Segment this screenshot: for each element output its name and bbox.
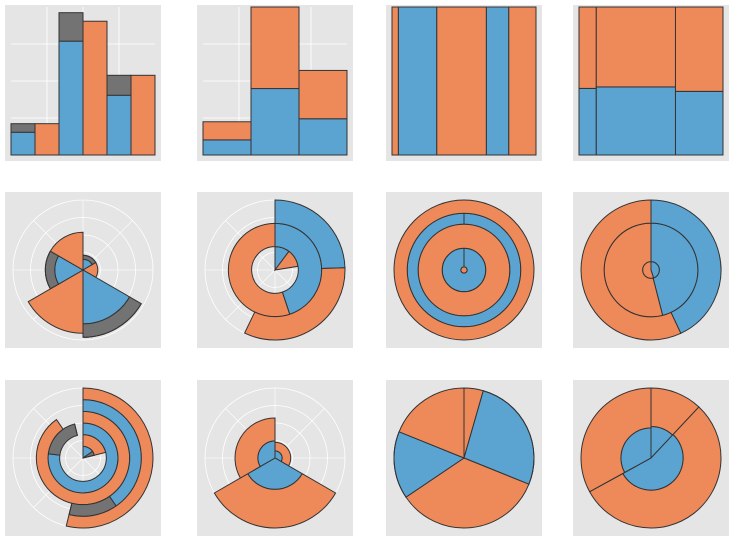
polar-segment: [82, 303, 142, 338]
polar-segment: [65, 387, 154, 529]
panel: [197, 5, 353, 161]
bar-segment: [10, 123, 36, 133]
bar-segment: [508, 6, 537, 156]
bar-segment: [58, 40, 84, 156]
panel: [197, 380, 353, 536]
bar-segment: [674, 6, 724, 92]
bar-segment: [298, 69, 348, 120]
bar-segment: [106, 94, 132, 156]
polar-segment: [227, 222, 291, 318]
polar-segment: [243, 267, 346, 341]
bar-segment: [674, 90, 724, 156]
polar-segment: [398, 387, 465, 459]
bar-segment: [10, 131, 36, 156]
polar-segment: [82, 454, 95, 459]
polar-segment: [588, 406, 722, 529]
panel: [5, 5, 161, 161]
polar-segment: [650, 199, 722, 335]
bar-segment: [391, 6, 399, 156]
polar-segment: [234, 417, 276, 479]
panel: [197, 192, 353, 348]
panel: [573, 192, 729, 348]
bar-segment: [250, 6, 300, 90]
bar-segment: [58, 12, 84, 42]
bar-segment: [578, 87, 597, 156]
bar-segment: [485, 6, 510, 156]
bar-segment: [595, 6, 676, 88]
panel: [573, 380, 729, 536]
polar-segment: [213, 473, 337, 529]
polar-segment: [580, 387, 652, 493]
polar-segment: [74, 423, 78, 436]
bar-segment: [578, 6, 597, 89]
polar-segment: [27, 269, 84, 334]
polar-segment: [393, 199, 535, 341]
panel: [386, 380, 542, 536]
polar-segment: [580, 199, 682, 341]
bar-segment: [397, 6, 438, 156]
bar-segment: [202, 121, 252, 141]
bar-segment: [436, 6, 487, 156]
bar-segment: [250, 88, 300, 156]
panel: [386, 192, 542, 348]
bar-segment: [130, 74, 156, 156]
bar-segment: [106, 74, 132, 96]
polar-segment: [68, 503, 73, 515]
panel: [5, 192, 161, 348]
panel: [5, 380, 161, 536]
bar-segment: [34, 123, 60, 156]
bar-segment: [298, 118, 348, 156]
polar-segment: [405, 457, 530, 529]
panel: [386, 5, 542, 161]
bar-segment: [82, 20, 108, 156]
panel: [573, 5, 729, 161]
polar-segment: [49, 231, 84, 271]
bar-segment: [202, 139, 252, 156]
bar-segment: [595, 86, 676, 156]
